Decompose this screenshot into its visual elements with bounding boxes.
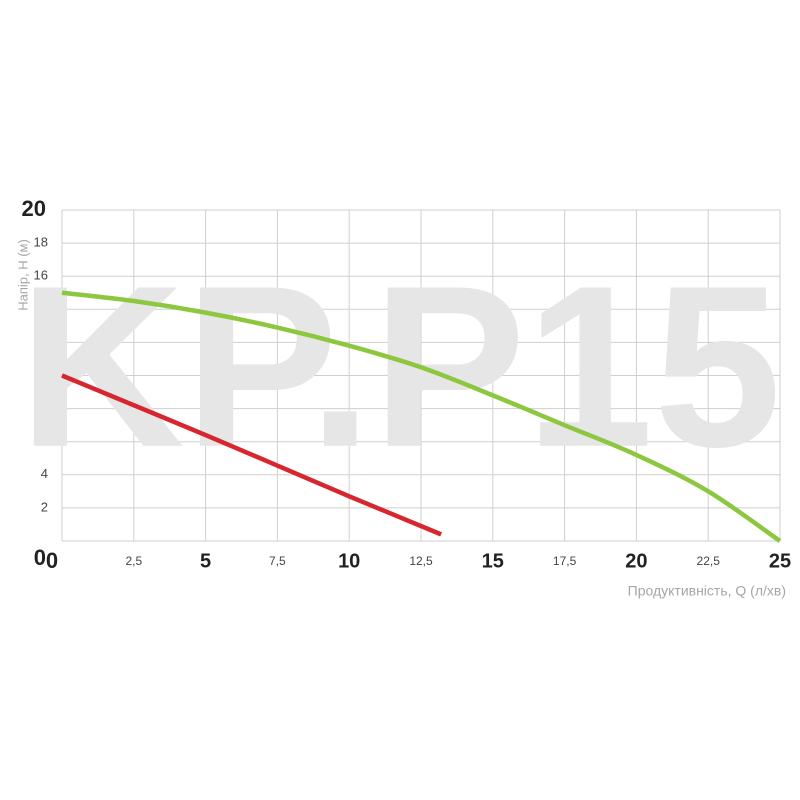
- y-tick-label: 4: [41, 466, 48, 481]
- y-tick-label: 0: [34, 545, 46, 570]
- x-tick-label: 5: [200, 550, 211, 572]
- x-tick-label: 25: [769, 550, 791, 572]
- series-line: [61, 290, 782, 543]
- x-tick-label: 17,5: [553, 554, 577, 568]
- y-tick-label: 18: [34, 235, 48, 250]
- x-tick-label: 12,5: [409, 554, 433, 568]
- y-tick-label: 20: [22, 196, 46, 221]
- x-tick-label: 22,5: [697, 554, 721, 568]
- x-tick-label: 0: [46, 548, 58, 573]
- x-tick-label: 15: [482, 550, 504, 572]
- y-tick-label: 2: [41, 499, 48, 514]
- series-line: [61, 373, 442, 537]
- y-tick-label: 10: [34, 367, 48, 382]
- watermark: KP.P15: [19, 238, 782, 495]
- x-tick-label: 2,5: [125, 554, 142, 568]
- x-axis-label: Продуктивність, Q (л/хв): [628, 583, 786, 599]
- y-tick-label: 6: [41, 433, 48, 448]
- y-tick-label: 16: [34, 268, 48, 283]
- x-tick-label: 10: [338, 550, 360, 572]
- y-tick-label: 14: [34, 301, 48, 316]
- y-tick-label: 8: [41, 400, 48, 415]
- y-axis-label: Напір, Н (м): [15, 239, 30, 311]
- x-tick-label: 20: [625, 550, 647, 572]
- y-tick-label: 12: [34, 334, 48, 349]
- x-tick-label: 7,5: [269, 554, 286, 568]
